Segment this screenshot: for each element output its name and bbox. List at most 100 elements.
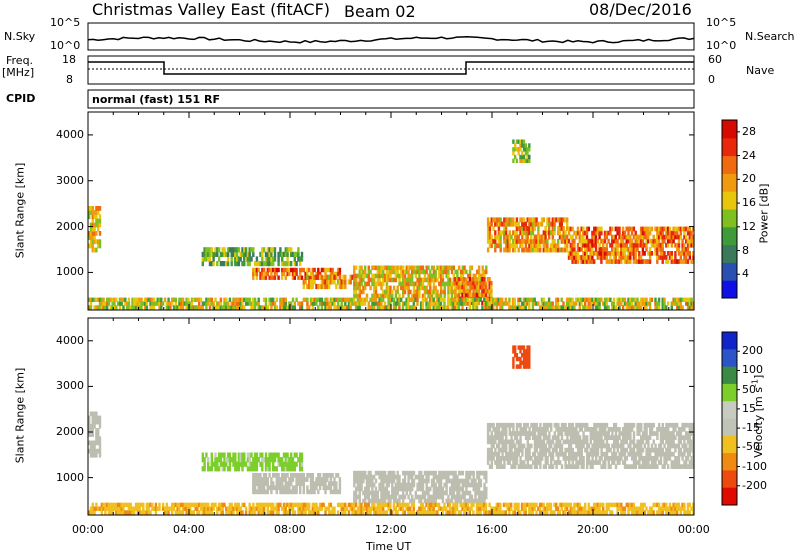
scatter-cell — [329, 267, 333, 273]
scatter-cell — [340, 305, 343, 310]
scatter-cell — [237, 297, 241, 302]
scatter-cell — [690, 234, 693, 240]
scatter-cell — [521, 360, 524, 365]
scatter-cell — [264, 473, 268, 478]
scatter-cell — [506, 247, 510, 253]
scatter-cell — [468, 470, 472, 476]
scatter-cell — [400, 494, 403, 500]
scatter-cell — [510, 439, 513, 445]
scatter-cell — [324, 301, 327, 306]
scatter-cell — [216, 457, 219, 463]
scatter-cell — [333, 279, 336, 285]
scatter-cell — [472, 301, 475, 306]
scatter-cell — [203, 457, 206, 463]
scatter-cell — [277, 261, 280, 267]
scatter-cell — [243, 256, 246, 262]
scatter-cell — [127, 301, 131, 306]
scatter-cell — [510, 464, 513, 469]
scatter-cell — [232, 301, 235, 306]
scatter-cell — [255, 477, 259, 482]
scatter-cell — [499, 247, 502, 253]
scatter-cell — [293, 275, 296, 280]
scatter-cell — [342, 297, 345, 302]
scatter-cell — [290, 305, 293, 310]
scatter-cell — [371, 297, 374, 302]
scatter-cell — [672, 297, 675, 302]
scatter-cell — [353, 510, 356, 515]
scatter-cell — [618, 259, 621, 264]
scatter-cell — [472, 482, 475, 488]
scatter-cell — [380, 269, 383, 275]
scatter-cell — [569, 431, 573, 436]
scatter-cell — [295, 481, 298, 486]
scatter-cell — [522, 230, 526, 236]
scatter-cell — [569, 422, 573, 428]
scatter-cell — [425, 498, 428, 504]
scatter-cell — [317, 489, 320, 495]
scatter-cell — [537, 230, 540, 236]
scatter-cell — [600, 255, 603, 260]
scatter-cell — [602, 427, 605, 432]
scatter-cell — [537, 221, 540, 227]
scatter-cell — [668, 255, 672, 260]
scatter-cell — [514, 435, 517, 440]
scatter-cell — [657, 255, 661, 260]
scatter-cell — [576, 297, 580, 302]
scatter-cell — [111, 506, 114, 511]
scatter-cell — [272, 261, 275, 267]
scatter-cell — [638, 447, 641, 453]
scatter-cell — [315, 274, 318, 280]
scatter-cell — [420, 281, 423, 287]
scatter-cell — [313, 297, 316, 302]
scatter-cell — [604, 464, 607, 469]
scatter-cell — [239, 461, 242, 467]
scatter-cell — [443, 293, 446, 299]
scatter-cell — [338, 481, 342, 486]
scatter-cell — [246, 251, 250, 257]
scatter-cell — [526, 345, 529, 350]
scatter-cell — [257, 267, 260, 273]
scatter-cell — [225, 297, 228, 302]
scatter-cell — [641, 226, 645, 232]
scatter-cell — [214, 457, 217, 463]
scatter-cell — [371, 265, 374, 271]
scatter-cell — [178, 297, 181, 302]
scatter-cell — [324, 305, 327, 310]
scatter-cell — [420, 494, 423, 500]
scatter-cell — [524, 431, 528, 436]
scatter-cell — [405, 486, 408, 492]
scatter-cell — [663, 238, 666, 244]
scatter-cell — [488, 221, 492, 227]
scatter-cell — [652, 456, 655, 461]
scatter-cell — [607, 259, 610, 264]
scatter-cell — [486, 305, 489, 310]
scatter-cell — [455, 300, 459, 306]
scatter-cell — [683, 443, 686, 449]
scatter-cell — [456, 486, 459, 492]
scatter-cell — [371, 273, 374, 279]
scatter-cell — [427, 510, 430, 515]
scatter-cell — [596, 435, 600, 440]
scatter-cell — [632, 435, 636, 440]
scatter-cell — [270, 489, 273, 495]
scatter-cell — [613, 456, 616, 461]
scatter-cell — [533, 226, 536, 231]
scatter-cell — [575, 443, 578, 449]
scatter-cell — [277, 267, 280, 273]
scatter-cell — [443, 502, 446, 508]
scatter-cell — [492, 506, 495, 511]
scatter-cell — [380, 470, 383, 476]
scatter-cell — [237, 457, 241, 463]
scatter-cell — [439, 494, 443, 500]
scatter-cell — [320, 301, 324, 306]
scatter-cell — [640, 443, 643, 449]
scatter-cell — [353, 281, 356, 287]
scatter-cell — [109, 506, 112, 511]
scatter-cell — [547, 502, 551, 508]
scatter-cell — [647, 439, 650, 445]
scatter-cell — [578, 506, 581, 511]
scatter-cell — [632, 247, 636, 252]
scatter-cell — [264, 275, 268, 280]
scatter-cell — [656, 259, 659, 264]
scatter-cell — [205, 506, 208, 511]
